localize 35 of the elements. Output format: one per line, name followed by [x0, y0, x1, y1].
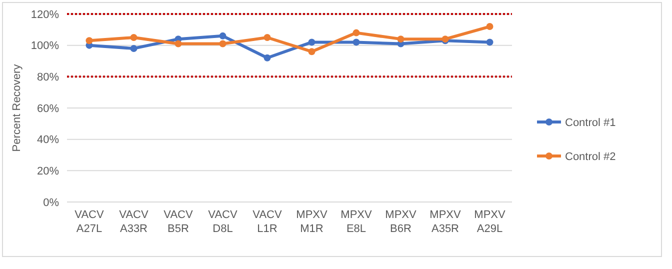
x-tick-label: VACV D8L: [208, 209, 238, 235]
y-tick-label: 80%: [36, 72, 60, 84]
x-tick-label: VACV A33R: [119, 209, 149, 235]
point: [86, 37, 93, 44]
y-axis-title: Percent Recovery: [11, 64, 23, 152]
point: [219, 40, 226, 48]
x-tick-label: VACV L1R: [252, 209, 282, 235]
point: [174, 40, 182, 48]
y-tick-label: 20%: [36, 166, 60, 178]
point: [264, 54, 271, 62]
point: [130, 44, 138, 52]
y-tick-label: 0%: [43, 196, 60, 209]
x-tick-label: MPXV A29L: [474, 209, 506, 235]
y-tick-label: 40%: [36, 134, 60, 146]
legend-label: Control #1: [565, 116, 616, 129]
point: [264, 34, 271, 41]
point: [130, 34, 138, 41]
point: [486, 38, 494, 46]
y-tick-label: 100%: [30, 40, 60, 52]
x-tick-label: MPXV A35R: [430, 209, 462, 235]
x-tick-label: MPXV B6R: [385, 209, 417, 235]
y-tick-label: 120%: [30, 8, 60, 21]
legend-label: Control #2: [565, 150, 616, 163]
point: [308, 38, 316, 46]
x-tick-label: VACV B5R: [164, 209, 194, 235]
x-tick-label: MPXV M1R: [296, 209, 328, 235]
point: [486, 23, 494, 30]
point: [352, 38, 360, 46]
x-tick-label: VACV A27L: [74, 209, 104, 235]
point: [308, 48, 316, 56]
point: [352, 29, 360, 36]
y-tick-label: 60%: [36, 102, 60, 115]
x-tick-label: MPXV E8L: [340, 209, 372, 235]
point: [397, 36, 404, 43]
point: [219, 32, 226, 40]
